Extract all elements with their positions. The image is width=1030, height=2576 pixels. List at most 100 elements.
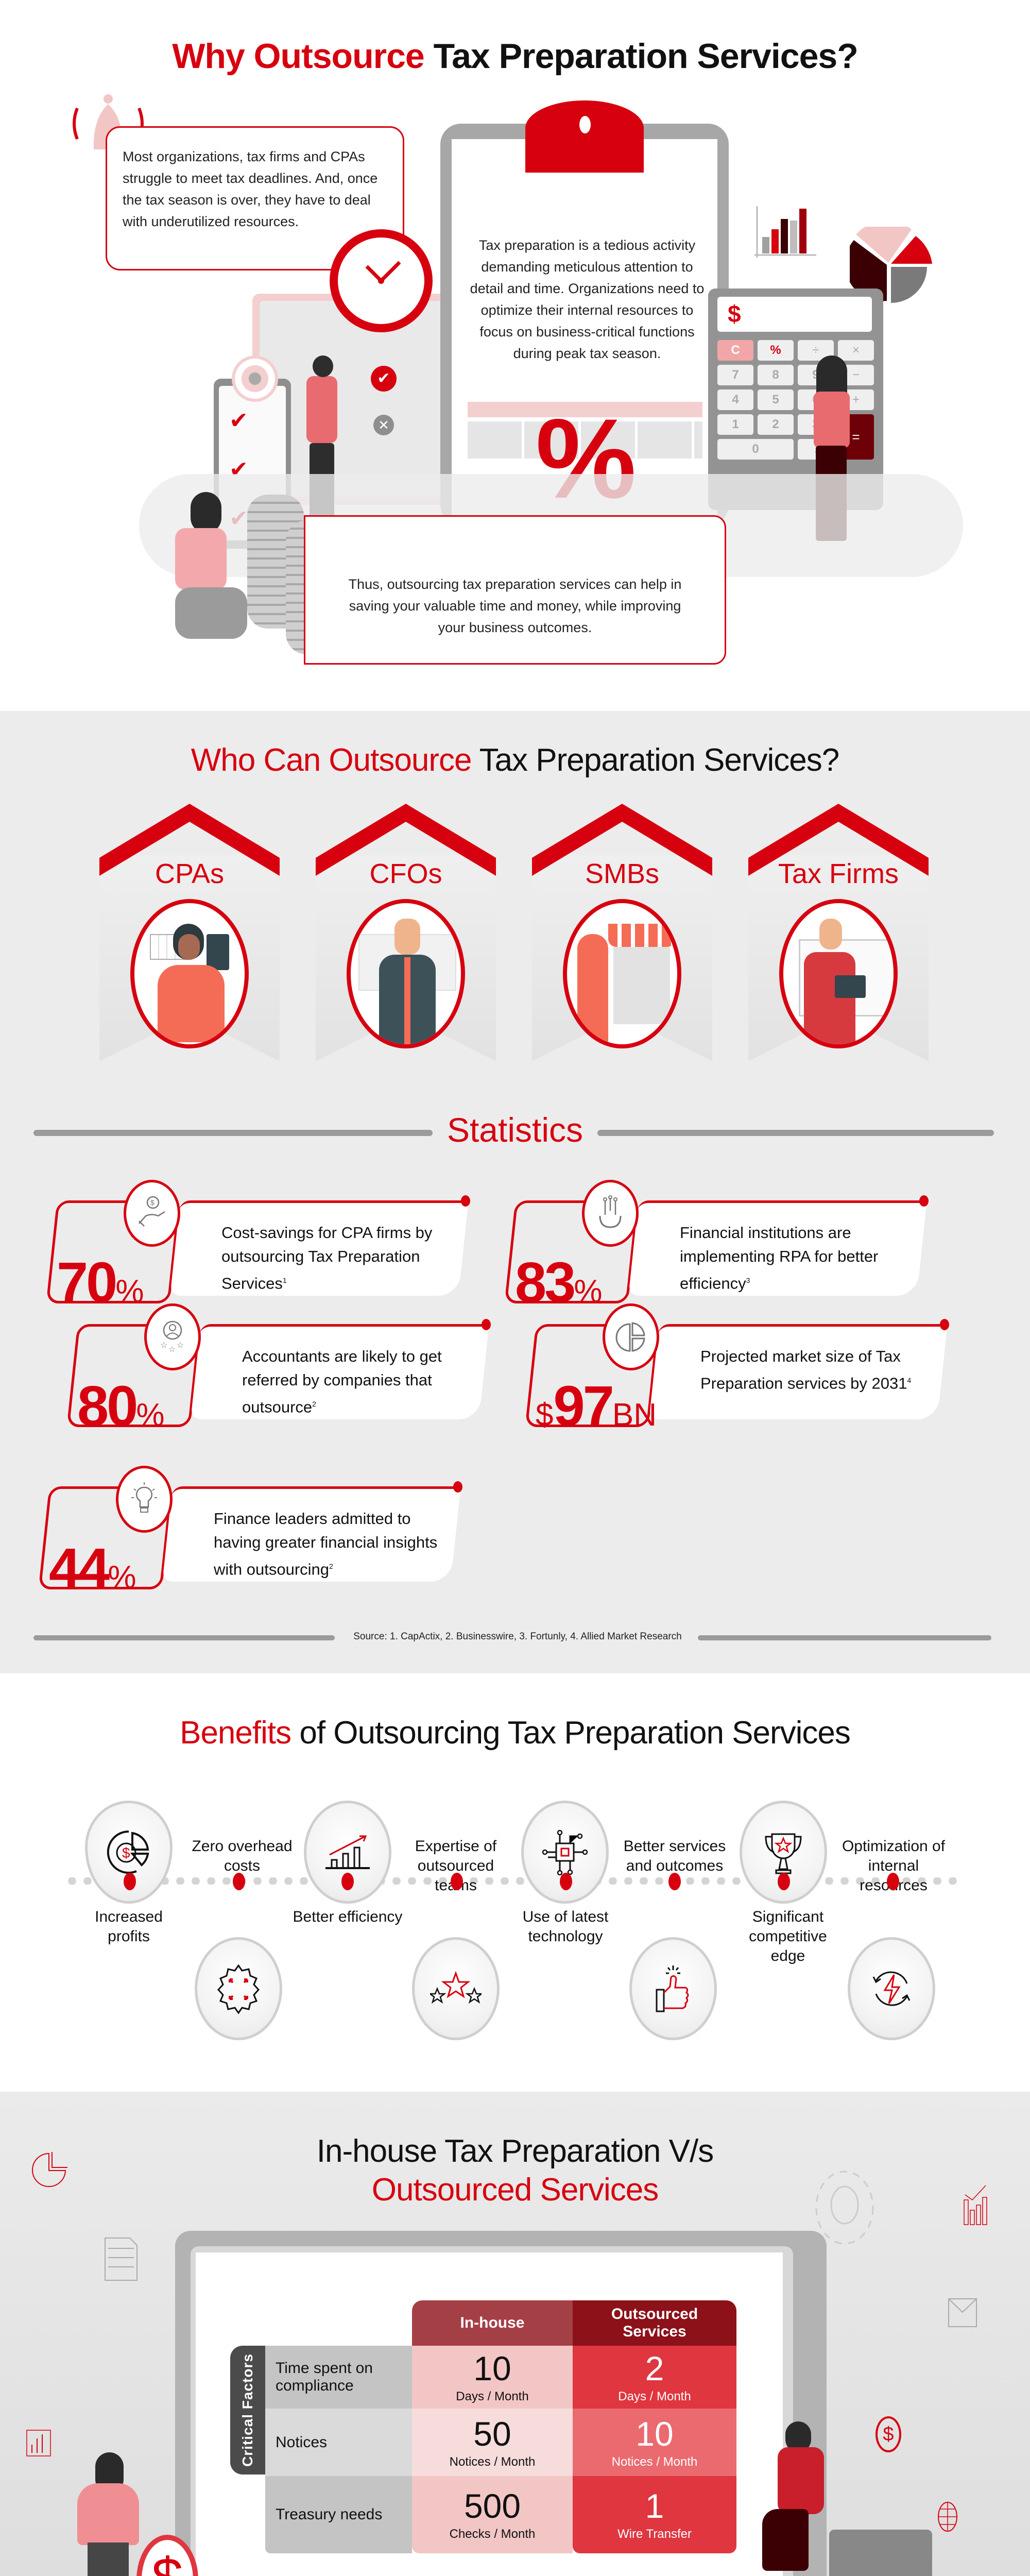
roof-icon [316,804,496,876]
shop-owner-illustration [563,899,681,1048]
why-title: Why Outsource Tax Preparation Services? [172,37,859,76]
audience-card-cfos: CFOs [316,804,496,1061]
benefit-label-better-efficiency: Better efficiency [293,1908,403,1925]
dollar-coin-outline-icon: $ [876,2416,901,2452]
dollar-chart-icon: $ [107,1830,149,1874]
factor-cell: Time spent on compliance [265,2346,412,2409]
hand-coin-icon: $ [124,1180,180,1247]
user-stars-icon: ☆ ☆ ☆ [144,1303,201,1370]
stat-card-market-size: $97BN Projected market size of Tax Prepa… [525,1303,973,1437]
statistics-title: Statistics [447,1111,583,1149]
svg-text:☆: ☆ [177,1341,184,1350]
in-house-cell: 500 Checks / Month [412,2476,573,2553]
gear-arrows-icon [217,1964,260,2014]
svg-text:☆: ☆ [160,1341,167,1350]
benefit-bubble-zero-overhead [195,1937,282,2040]
outsourced-cell: 10 Notices / Month [573,2409,736,2476]
who-title: Who Can Outsource Tax Preparation Servic… [191,742,839,778]
audience-card-tax-firms: Tax Firms [748,804,929,1061]
in-house-cell: 10 Days / Month [412,2346,573,2409]
pie-chart-icon [603,1303,659,1370]
audience-card-cpas: CPAs [99,804,280,1061]
document-outline-icon [105,2238,138,2281]
divider-left [33,1130,433,1136]
stat-description: Cost-savings for CPA firms by outsourcin… [221,1224,433,1293]
refresh-bolt-icon [872,1971,911,2006]
benefit-bubble-optimization [848,1937,935,2040]
source-divider-right [698,1635,991,1640]
sitting-woman-illustration [175,492,247,667]
outsourced-cell: 2 Days / Month [573,2346,736,2409]
gear-circuit-icon [582,1180,639,1247]
calculator: $ C % ÷ × 7 8 9 − 4 5 6 + 1 2 3 = 0 . [708,289,883,510]
pie-outline-icon [32,2152,67,2187]
stat-card-financial-insights: 44% Finance leaders admitted to having g… [38,1466,487,1600]
timeline-marker [233,1873,245,1890]
dashed-donut-icon [815,2171,874,2245]
callout-conclusion: Thus, outsourcing tax preparation servic… [304,515,726,665]
critical-factors-tab: Critical Factors [230,2346,265,2475]
divider-right [597,1130,994,1136]
comparison-title-line1: In-house Tax Preparation V/s [316,2133,714,2169]
stat-description: Accountants are likely to get referred b… [242,1347,442,1416]
callout-deadlines: Most organizations, tax firms and CPAs s… [106,126,404,270]
roof-icon [748,804,929,876]
cheering-woman-illustration [57,2452,165,2576]
stat-card-referrals: ☆ ☆ ☆ 80% Accountants are likely to get re… [66,1303,515,1437]
timeline-marker [560,1873,572,1890]
growth-chart-outline-icon [964,2185,987,2225]
stat-value: 44% [49,1537,136,1600]
benefit-label-competitive-edge: Significant competitive edge [749,1908,827,1964]
stat-description: Finance leaders admitted to having great… [214,1510,438,1579]
column-header-in-house: In-house [412,2300,573,2346]
svg-text:☆: ☆ [168,1345,176,1354]
in-house-cell: 50 Notices / Month [412,2409,573,2476]
trophy-icon [765,1833,802,1874]
svg-text:$: $ [122,1845,130,1861]
timeline-marker [341,1873,354,1890]
target-icon [232,355,278,402]
timeline-marker [668,1873,681,1890]
chart-board-outline-icon [26,2430,51,2456]
outsourced-cell: 1 Wire Transfer [573,2476,736,2553]
check-badge-icon: ✔ [371,366,397,392]
benefit-label-zero-overhead: Zero overhead costs [192,1838,293,1874]
clock-icon [330,229,433,332]
executive-illustration [347,899,465,1048]
globe-outline-icon [938,2502,957,2532]
timeline-marker [451,1873,463,1890]
pie-chart-icon [850,227,932,303]
timeline-marker [124,1873,136,1890]
tax-professional-illustration [779,899,898,1048]
comparison-title-line2: Outsourced Services [371,2172,659,2208]
thumbs-up-icon [656,1965,689,2012]
cross-badge-icon: ✕ [373,415,394,435]
roof-icon [532,804,712,876]
stat-card-cost-savings: $ 70% Cost-savings for CPA firms by outs… [46,1180,494,1314]
stat-value: $97BN [536,1375,657,1438]
timeline-marker [887,1873,899,1890]
printer-seat [829,2530,932,2576]
benefit-label-optimization: Optimization of internal resources [842,1838,946,1894]
envelope-outline-icon [948,2298,977,2327]
roof-icon [99,804,280,876]
lightbulb-icon [116,1466,173,1533]
benefit-bubble-better-services [629,1937,717,2040]
stat-card-rpa: 83% Financial institutions are implement… [504,1180,953,1314]
three-stars-icon [430,1971,482,2004]
benefits-title: Benefits of Outsourcing Tax Preparation … [180,1715,851,1751]
sitting-man-illustration [757,2421,834,2576]
source-divider-left [33,1635,335,1640]
stat-description: Financial institutions are implementing … [680,1224,879,1293]
accountant-illustration [130,899,249,1048]
svg-text:$: $ [150,1198,154,1207]
dollar-coin-icon: $ [136,2535,198,2576]
factor-cell: Notices [265,2409,412,2476]
growth-bars-icon [325,1835,370,1869]
audience-card-smbs: SMBs [532,804,712,1061]
callout-tedious: Tax preparation is a tedious activity de… [470,238,705,361]
benefit-label-latest-technology: Use of latest technology [522,1908,609,1945]
source-citation: Source: 1. CapActix, 2. Businesswire, 3.… [353,1631,682,1642]
stat-value: 70% [57,1251,144,1314]
stat-value: 83% [515,1251,603,1314]
